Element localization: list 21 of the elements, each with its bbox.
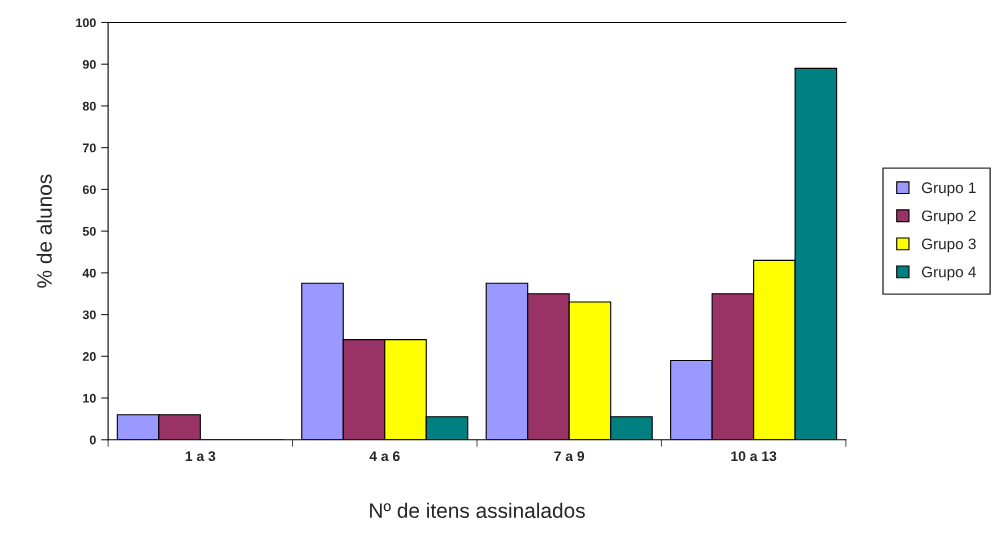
legend-label: Grupo 3 — [921, 238, 976, 253]
y-tick-label: 100 — [76, 18, 96, 28]
x-tick-label: 1 a 3 — [185, 451, 216, 462]
y-tick-label: 30 — [82, 310, 96, 320]
y-tick-label: 40 — [82, 268, 96, 278]
x-tick-label: 7 a 9 — [554, 451, 585, 462]
legend-label: Grupo 4 — [921, 266, 976, 281]
y-tick-label: 90 — [82, 60, 96, 69]
legend-label: Grupo 2 — [921, 210, 976, 225]
y-tick-label: 70 — [82, 143, 96, 153]
y-tick-label: 0 — [89, 435, 96, 445]
y-tick-label: 50 — [82, 226, 96, 236]
y-axis-title: % de alunos — [36, 174, 52, 288]
y-tick-label: 10 — [83, 393, 96, 403]
y-tick-label: 60 — [82, 185, 96, 195]
x-axis-title: Nº de itens assinalados — [370, 502, 585, 519]
legend-label: Grupo 1 — [921, 182, 976, 197]
y-tick-label: 80 — [82, 101, 96, 111]
y-tick-label: 20 — [82, 352, 96, 361]
x-tick-label: 10 a 13 — [731, 451, 777, 462]
x-tick-label: 4 a 6 — [369, 451, 400, 462]
